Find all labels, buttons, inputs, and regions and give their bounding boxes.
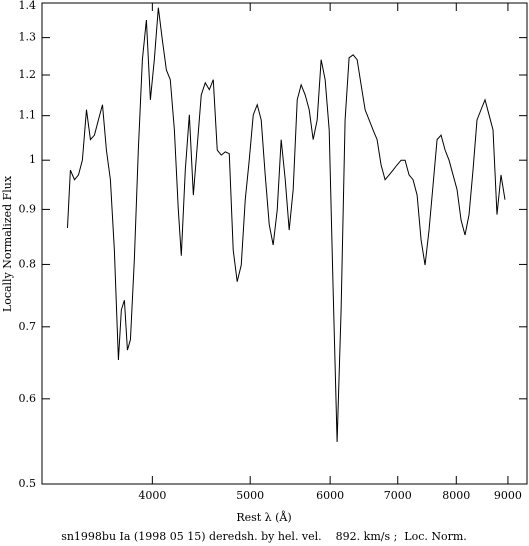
y-tick-label: 1 [29, 153, 36, 166]
x-tick-label: 6000 [316, 489, 344, 502]
x-tick-label: 9000 [494, 489, 522, 502]
y-tick-label: 1.4 [19, 0, 37, 12]
x-axis-label: Rest λ (Å) [236, 510, 291, 524]
y-tick-label: 0.8 [19, 257, 37, 270]
y-tick-label: 1.1 [19, 109, 37, 122]
y-tick-label: 1.2 [19, 68, 37, 81]
y-tick-label: 0.9 [19, 202, 37, 215]
spectrum-line [66, 7, 506, 443]
y-axis-label: Locally Normalized Flux [1, 175, 14, 312]
y-tick-label: 0.7 [19, 320, 37, 333]
y-tick-label: 1.3 [19, 31, 37, 44]
y-tick-label: 0.6 [19, 392, 37, 405]
x-tick-label: 7000 [384, 489, 412, 502]
y-tick-label: 0.5 [19, 477, 37, 490]
plot-frame [41, 2, 528, 485]
caption: sn1998bu Ia (1998 05 15) deredsh. by hel… [61, 530, 467, 543]
x-tick-label: 5000 [236, 489, 264, 502]
x-tick-label: 4000 [138, 489, 166, 502]
x-tick-label: 8000 [442, 489, 470, 502]
